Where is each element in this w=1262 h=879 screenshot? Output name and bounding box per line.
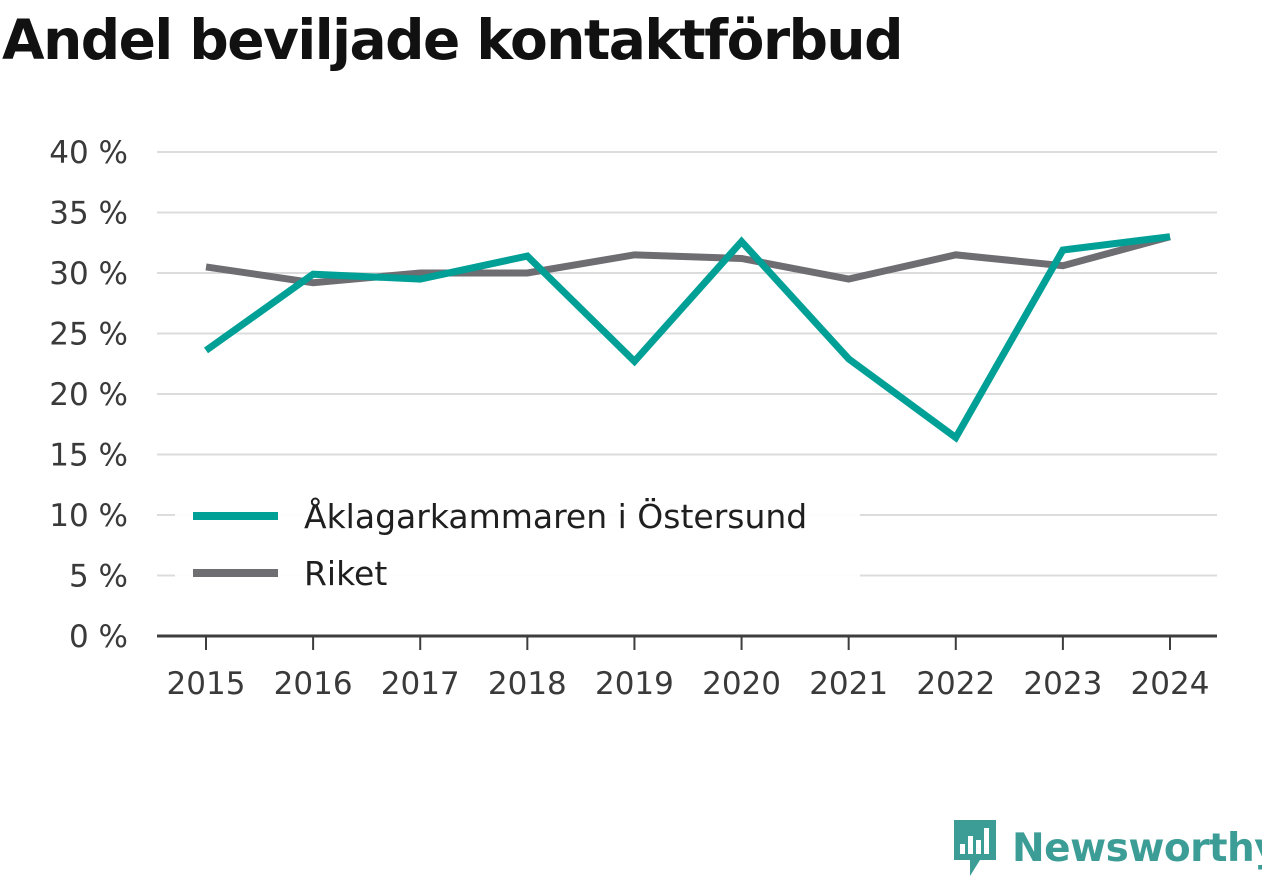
x-tick-label: 2016: [274, 666, 353, 702]
y-axis-ticks: 0 % 5 % 10 % 15 % 20 % 25 % 30 % 35 % 40 %: [49, 135, 128, 655]
newsworthy-logo: Newsworthy: [950, 818, 1262, 878]
x-tick-label: 2018: [488, 666, 567, 702]
x-axis-ticks: 2015 2016 2017 2018 2019 2020 2021 2022 2023 2024: [167, 636, 1210, 702]
y-tick-label: 20 %: [49, 377, 128, 413]
y-tick-label: 35 %: [49, 196, 128, 232]
y-tick-label: 5 %: [69, 559, 128, 595]
x-tick-label: 2022: [916, 666, 995, 702]
legend-label: Riket: [304, 554, 387, 593]
series-line: [203, 233, 1171, 443]
newsworthy-logo-icon: [954, 820, 996, 876]
y-tick-label: 15 %: [49, 438, 128, 474]
legend-label: Åklagarkammaren i Östersund: [304, 496, 807, 536]
series-lines: [203, 233, 1171, 443]
logo-text: Newsworthy: [1012, 825, 1262, 871]
y-tick-label: 10 %: [49, 498, 128, 534]
y-tick-label: 0 %: [69, 619, 128, 655]
x-tick-label: 2015: [167, 666, 246, 702]
chart-title: Andel beviljade kontaktförbud: [2, 8, 903, 72]
x-tick-label: 2017: [381, 666, 460, 702]
legend: Åklagarkammaren i Östersund Riket: [175, 486, 860, 604]
y-tick-label: 25 %: [49, 317, 128, 353]
x-tick-label: 2021: [809, 666, 888, 702]
y-tick-label: 30 %: [49, 256, 128, 292]
x-tick-label: 2023: [1023, 666, 1102, 702]
y-tick-label: 40 %: [49, 135, 128, 171]
legend-background: [175, 486, 860, 604]
x-tick-label: 2020: [702, 666, 781, 702]
x-tick-label: 2019: [595, 666, 674, 702]
x-tick-label: 2024: [1131, 666, 1210, 702]
